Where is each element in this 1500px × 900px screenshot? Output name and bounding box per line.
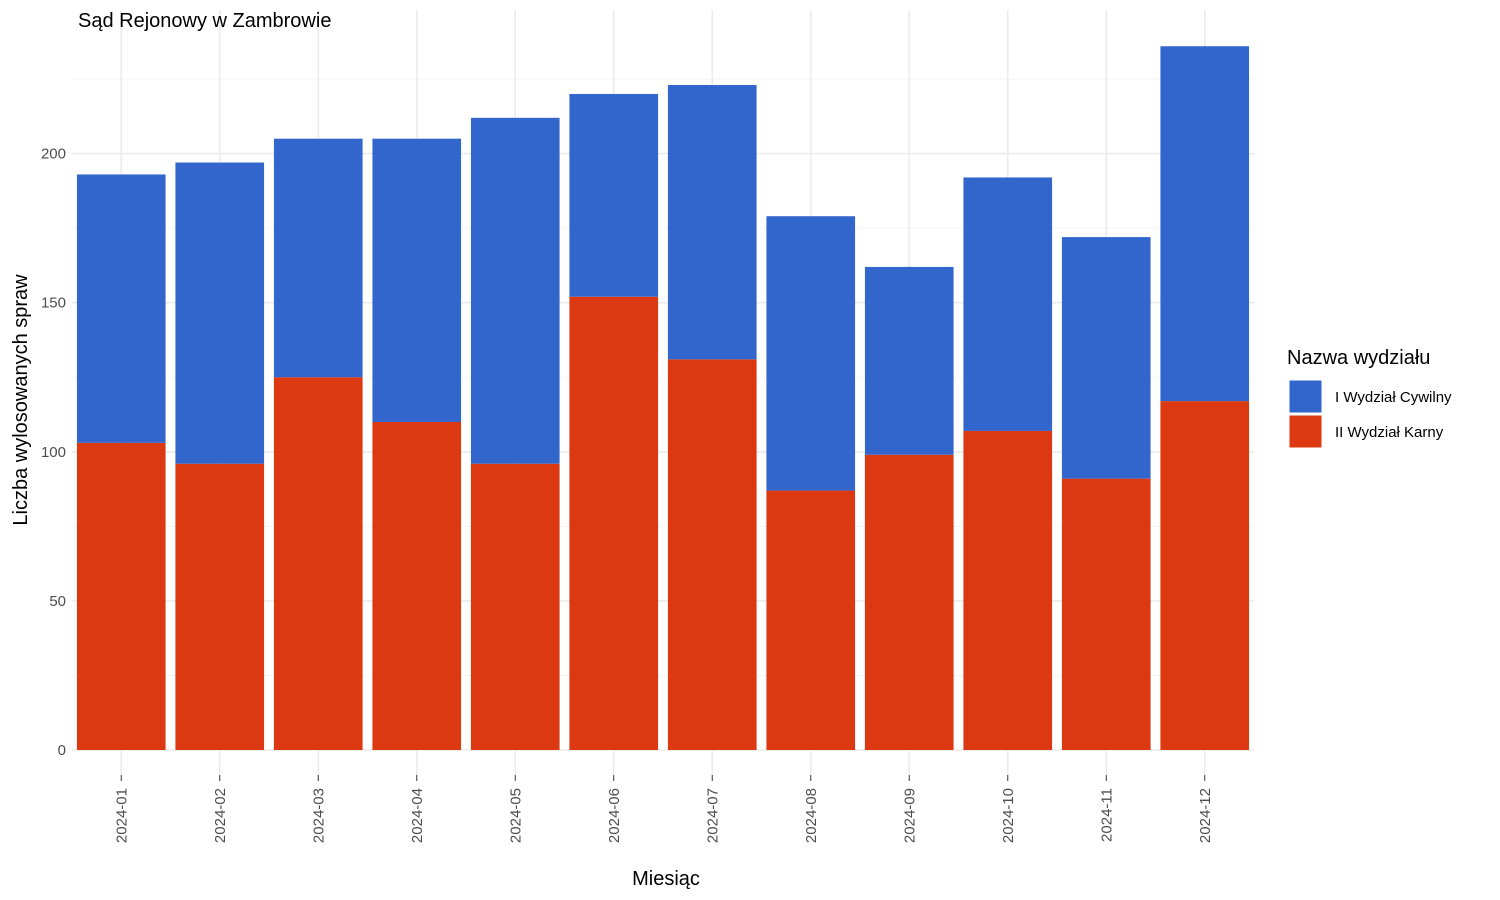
x-axis-title: Miesiąc — [632, 868, 700, 890]
x-tick-label: 2024-05 — [507, 788, 524, 843]
bar-segment — [1061, 237, 1151, 479]
x-tick-label: 2024-11 — [1098, 788, 1115, 842]
bar-segment — [76, 174, 166, 443]
legend-label: I Wydział Cywilny — [1335, 389, 1452, 406]
x-tick-label: 2024-08 — [803, 788, 820, 843]
x-tick-label: 2024-12 — [1197, 788, 1214, 843]
chart-title: Sąd Rejonowy w Zambrowie — [78, 10, 331, 32]
bar-segment — [1160, 46, 1250, 402]
bar-segment — [175, 162, 265, 464]
bar-segment — [1160, 401, 1250, 750]
legend-items: I Wydział Cywilny II Wydział Karny — [1288, 379, 1452, 449]
legend-swatch — [1288, 414, 1323, 449]
bar-segment — [470, 117, 560, 464]
legend-title: Nazwa wydziału — [1287, 347, 1430, 369]
y-tick-label: 200 — [41, 146, 66, 163]
bar-segment — [766, 216, 856, 491]
bar-segment — [569, 296, 659, 750]
y-axis-ticks: 0 50 100 150 200 — [41, 146, 66, 759]
bar-segment — [372, 421, 462, 750]
bar-segment — [76, 442, 166, 750]
bar-segment — [963, 430, 1053, 750]
bar-segment — [372, 138, 462, 422]
legend-label: II Wydział Karny — [1335, 424, 1444, 441]
y-axis-title: Liczba wylosowanych spraw — [10, 274, 32, 526]
x-axis-ticks: 2024-01 2024-02 2024-03 2024-04 2024-05 2024-… — [113, 775, 1214, 843]
y-tick-label: 100 — [41, 444, 66, 461]
x-tick-label: 2024-06 — [606, 788, 623, 843]
x-tick-label: 2024-03 — [310, 788, 327, 843]
bar-segment — [569, 93, 659, 297]
bar-segment — [864, 454, 954, 750]
x-tick-label: 2024-09 — [901, 788, 918, 843]
legend-swatch — [1288, 379, 1323, 414]
bar-segment — [273, 138, 363, 378]
bar-segment — [667, 359, 757, 750]
bar-segment — [766, 490, 856, 750]
x-tick-label: 2024-07 — [704, 788, 721, 843]
y-tick-label: 0 — [58, 742, 66, 759]
bar-segment — [470, 463, 560, 750]
y-tick-label: 150 — [41, 295, 66, 312]
bar-segment — [667, 85, 757, 360]
y-tick-label: 50 — [49, 593, 66, 610]
x-tick-label: 2024-04 — [409, 788, 426, 843]
bars — [76, 46, 1250, 750]
bar-segment — [175, 463, 265, 750]
x-tick-label: 2024-10 — [1000, 788, 1017, 843]
bar-segment — [864, 266, 954, 455]
x-tick-label: 2024-01 — [113, 788, 130, 843]
x-tick-label: 2024-02 — [212, 788, 229, 843]
bar-segment — [273, 377, 363, 750]
bar-segment — [963, 177, 1053, 431]
bar-segment — [1061, 478, 1151, 750]
legend: Nazwa wydziału I Wydział Cywilny II Wydzi… — [1287, 347, 1452, 449]
